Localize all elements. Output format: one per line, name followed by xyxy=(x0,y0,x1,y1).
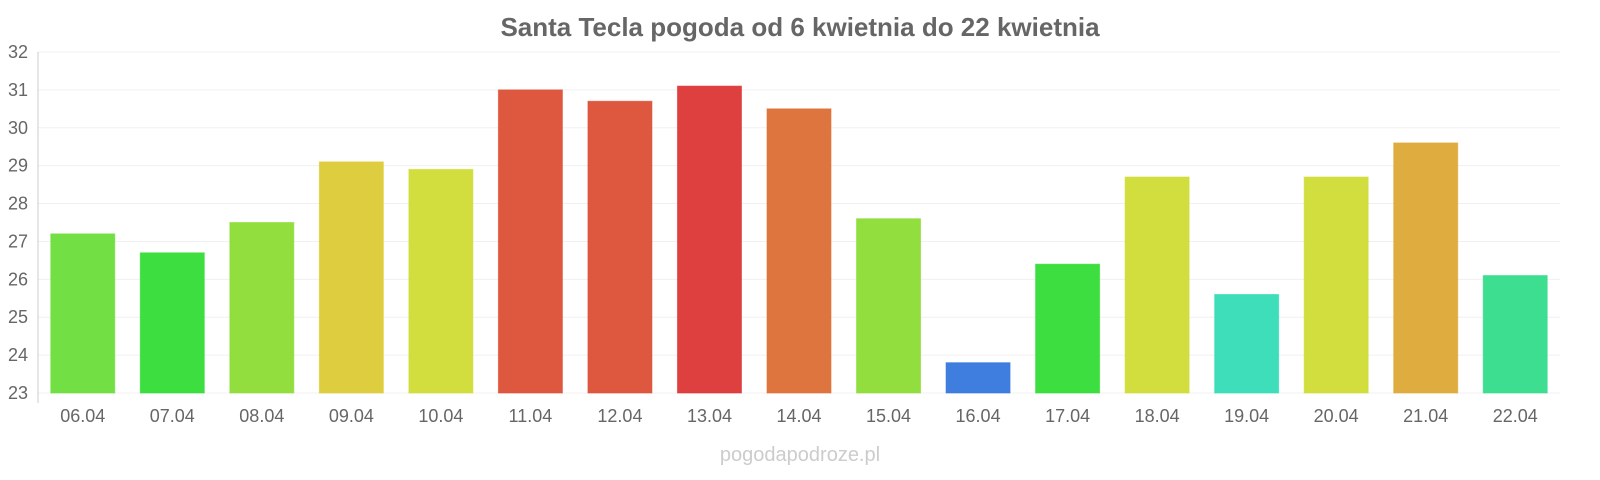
bar-12.04[interactable] xyxy=(587,100,653,394)
bar-21.04[interactable] xyxy=(1393,142,1459,394)
x-tick-label: 09.04 xyxy=(329,406,374,426)
x-tick-label: 11.04 xyxy=(509,406,553,426)
bar-15.04[interactable] xyxy=(856,218,922,394)
bar-06.04[interactable] xyxy=(50,233,116,394)
watermark: pogodapodroze.pl xyxy=(720,444,880,466)
bar-17.04[interactable] xyxy=(1035,263,1101,394)
bar-18.04[interactable] xyxy=(1124,176,1190,394)
bar-08.04[interactable] xyxy=(229,222,295,394)
x-tick-label: 07.04 xyxy=(150,406,195,426)
bar-22.04[interactable] xyxy=(1482,275,1548,394)
x-tick-label: 15.04 xyxy=(866,406,911,426)
y-tick-label: 32 xyxy=(8,42,28,62)
x-tick-label: 10.04 xyxy=(418,406,463,426)
bar-11.04[interactable] xyxy=(497,89,563,394)
x-tick-label: 19.04 xyxy=(1224,406,1269,426)
x-tick-label: 06.04 xyxy=(60,406,105,426)
chart-title: Santa Tecla pogoda od 6 kwietnia do 22 k… xyxy=(500,12,1100,42)
bar-13.04[interactable] xyxy=(676,85,742,394)
y-tick-label: 25 xyxy=(8,307,28,327)
x-tick-label: 13.04 xyxy=(687,406,732,426)
x-tick-label: 17.04 xyxy=(1045,406,1090,426)
x-tick-label: 16.04 xyxy=(956,406,1001,426)
bar-14.04[interactable] xyxy=(766,108,832,394)
y-tick-label: 27 xyxy=(8,231,28,251)
y-axis: 23 24 25 26 27 28 29 30 31 32 xyxy=(8,42,39,403)
y-tick-label: 23 xyxy=(8,383,28,403)
x-tick-label: 21.04 xyxy=(1403,406,1448,426)
y-tick-label: 31 xyxy=(8,80,28,100)
x-tick-label: 18.04 xyxy=(1135,406,1180,426)
bar-16.04[interactable] xyxy=(945,362,1011,394)
bar-19.04[interactable] xyxy=(1214,293,1280,394)
y-tick-label: 26 xyxy=(8,269,28,289)
x-axis: 06.04 07.04 08.04 09.04 10.04 11.04 12.04 13.04… xyxy=(60,406,1538,426)
x-tick-label: 20.04 xyxy=(1314,406,1359,426)
bar-07.04[interactable] xyxy=(139,252,205,394)
x-tick-label: 12.04 xyxy=(597,406,642,426)
x-tick-label: 22.04 xyxy=(1493,406,1538,426)
x-tick-label: 08.04 xyxy=(239,406,284,426)
x-tick-label: 14.04 xyxy=(776,406,821,426)
y-tick-label: 28 xyxy=(8,194,28,214)
bars xyxy=(50,85,1548,394)
y-tick-label: 30 xyxy=(8,118,28,138)
bar-20.04[interactable] xyxy=(1303,176,1369,394)
bar-09.04[interactable] xyxy=(318,161,384,394)
y-tick-label: 24 xyxy=(8,345,28,365)
y-tick-label: 29 xyxy=(8,156,28,176)
bar-10.04[interactable] xyxy=(408,168,474,394)
